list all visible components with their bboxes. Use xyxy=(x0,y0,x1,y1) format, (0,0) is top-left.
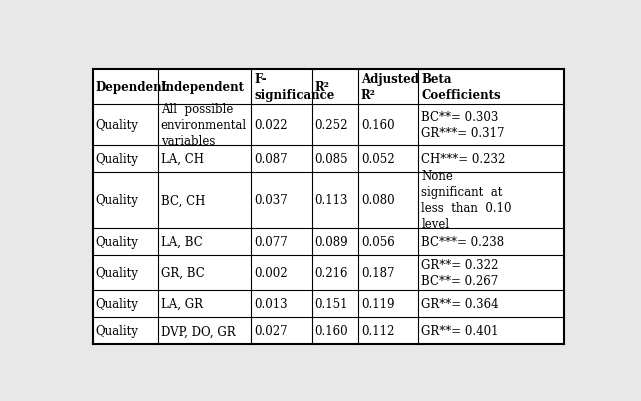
Text: 0.113: 0.113 xyxy=(315,194,348,207)
Text: Quality: Quality xyxy=(96,118,138,132)
Bar xyxy=(312,290,358,317)
Text: GR**= 0.401: GR**= 0.401 xyxy=(421,324,499,337)
Bar xyxy=(251,228,312,255)
Bar xyxy=(158,70,251,105)
Text: 0.056: 0.056 xyxy=(361,235,394,248)
Text: None
significant  at
less  than  0.10
level: None significant at less than 0.10 level xyxy=(421,170,512,231)
Bar xyxy=(251,145,312,172)
Bar xyxy=(158,228,251,255)
Text: Quality: Quality xyxy=(96,297,138,310)
Bar xyxy=(158,172,251,228)
Bar xyxy=(251,172,312,228)
Text: Independent: Independent xyxy=(161,81,245,93)
Bar xyxy=(251,317,312,344)
Text: 0.151: 0.151 xyxy=(315,297,348,310)
Text: All  possible
environmental
variables: All possible environmental variables xyxy=(161,102,247,147)
Text: 0.002: 0.002 xyxy=(254,266,288,279)
Text: LA, GR: LA, GR xyxy=(161,297,203,310)
Text: 0.027: 0.027 xyxy=(254,324,288,337)
Text: BC***= 0.238: BC***= 0.238 xyxy=(421,235,504,248)
Text: 0.087: 0.087 xyxy=(254,152,288,165)
Text: 0.119: 0.119 xyxy=(361,297,394,310)
Text: BC, CH: BC, CH xyxy=(161,194,205,207)
Bar xyxy=(251,105,312,145)
Text: 0.187: 0.187 xyxy=(361,266,394,279)
Bar xyxy=(358,172,418,228)
Text: Adjusted
R²: Adjusted R² xyxy=(361,73,419,101)
Bar xyxy=(358,70,418,105)
Text: Quality: Quality xyxy=(96,194,138,207)
Text: GR**= 0.322
BC**= 0.267: GR**= 0.322 BC**= 0.267 xyxy=(421,258,499,287)
Text: F-
significance: F- significance xyxy=(254,73,335,101)
Bar xyxy=(312,145,358,172)
Bar xyxy=(312,70,358,105)
Bar xyxy=(312,317,358,344)
Bar xyxy=(418,317,565,344)
Text: 0.013: 0.013 xyxy=(254,297,288,310)
Text: 0.216: 0.216 xyxy=(315,266,348,279)
Text: 0.080: 0.080 xyxy=(361,194,394,207)
Bar xyxy=(358,105,418,145)
Text: 0.252: 0.252 xyxy=(315,118,348,132)
Text: Beta
Coefficients: Beta Coefficients xyxy=(421,73,501,101)
Bar xyxy=(312,105,358,145)
Bar xyxy=(92,317,158,344)
Text: GR, BC: GR, BC xyxy=(161,266,204,279)
Bar xyxy=(92,255,158,290)
Bar xyxy=(358,145,418,172)
Bar xyxy=(418,105,565,145)
Bar xyxy=(312,255,358,290)
Bar xyxy=(92,172,158,228)
Bar xyxy=(358,290,418,317)
Bar xyxy=(312,228,358,255)
Bar xyxy=(418,228,565,255)
Bar xyxy=(358,255,418,290)
Text: DVP, DO, GR: DVP, DO, GR xyxy=(161,324,235,337)
Text: 0.037: 0.037 xyxy=(254,194,288,207)
Text: Quality: Quality xyxy=(96,152,138,165)
Text: 0.112: 0.112 xyxy=(361,324,394,337)
Text: Quality: Quality xyxy=(96,235,138,248)
Text: 0.160: 0.160 xyxy=(315,324,348,337)
Bar xyxy=(92,105,158,145)
Text: Dependent: Dependent xyxy=(96,81,167,93)
Text: 0.022: 0.022 xyxy=(254,118,288,132)
Bar xyxy=(358,228,418,255)
Bar xyxy=(251,290,312,317)
Text: Quality: Quality xyxy=(96,324,138,337)
Bar xyxy=(92,70,158,105)
Bar xyxy=(158,317,251,344)
Bar xyxy=(158,105,251,145)
Bar xyxy=(158,255,251,290)
Text: R²: R² xyxy=(315,81,329,93)
Bar xyxy=(418,145,565,172)
Text: GR**= 0.364: GR**= 0.364 xyxy=(421,297,499,310)
Bar xyxy=(418,290,565,317)
Text: Quality: Quality xyxy=(96,266,138,279)
Text: LA, BC: LA, BC xyxy=(161,235,203,248)
Bar xyxy=(418,70,565,105)
Text: BC**= 0.303
GR***= 0.317: BC**= 0.303 GR***= 0.317 xyxy=(421,110,504,139)
Text: 0.052: 0.052 xyxy=(361,152,394,165)
Bar xyxy=(418,172,565,228)
Bar xyxy=(418,255,565,290)
Bar xyxy=(92,145,158,172)
Bar xyxy=(251,255,312,290)
Bar xyxy=(92,290,158,317)
Text: 0.089: 0.089 xyxy=(315,235,348,248)
Text: LA, CH: LA, CH xyxy=(161,152,204,165)
Text: CH***= 0.232: CH***= 0.232 xyxy=(421,152,506,165)
Bar xyxy=(312,172,358,228)
Text: 0.160: 0.160 xyxy=(361,118,394,132)
Bar xyxy=(92,228,158,255)
Bar xyxy=(358,317,418,344)
Text: 0.077: 0.077 xyxy=(254,235,288,248)
Bar xyxy=(158,290,251,317)
Bar xyxy=(158,145,251,172)
Text: 0.085: 0.085 xyxy=(315,152,348,165)
Bar xyxy=(251,70,312,105)
